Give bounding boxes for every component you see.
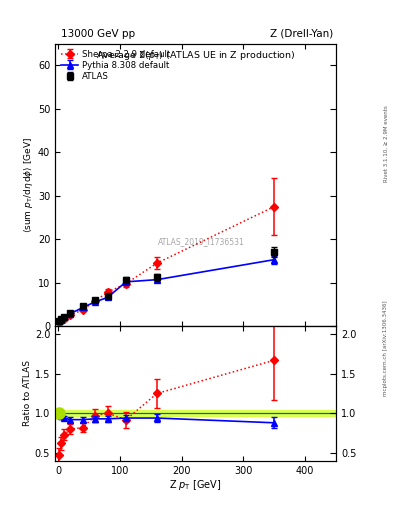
Legend: Sherpa 2.2.9 default, Pythia 8.308 default, ATLAS: Sherpa 2.2.9 default, Pythia 8.308 defau… xyxy=(59,48,172,82)
X-axis label: Z $p_{\rm T}$ [GeV]: Z $p_{\rm T}$ [GeV] xyxy=(169,478,222,493)
Y-axis label: Ratio to ATLAS: Ratio to ATLAS xyxy=(23,360,32,426)
Text: Rivet 3.1.10, ≥ 2.9M events: Rivet 3.1.10, ≥ 2.9M events xyxy=(384,105,388,182)
Bar xyxy=(55,410,336,416)
Text: mcplots.cern.ch [arXiv:1306.3436]: mcplots.cern.ch [arXiv:1306.3436] xyxy=(384,301,388,396)
Text: Average $\Sigma(p_{\rm T})$ (ATLAS UE in Z production): Average $\Sigma(p_{\rm T})$ (ATLAS UE in… xyxy=(96,49,295,62)
Text: Z (Drell-Yan): Z (Drell-Yan) xyxy=(270,29,333,39)
Y-axis label: $\langle$sum $p_{\rm T}/{\rm d}\eta\,{\rm d}\phi\rangle$ [GeV]: $\langle$sum $p_{\rm T}/{\rm d}\eta\,{\r… xyxy=(22,137,35,233)
Text: ATLAS_2019_I1736531: ATLAS_2019_I1736531 xyxy=(158,237,244,246)
Text: 13000 GeV pp: 13000 GeV pp xyxy=(61,29,135,39)
